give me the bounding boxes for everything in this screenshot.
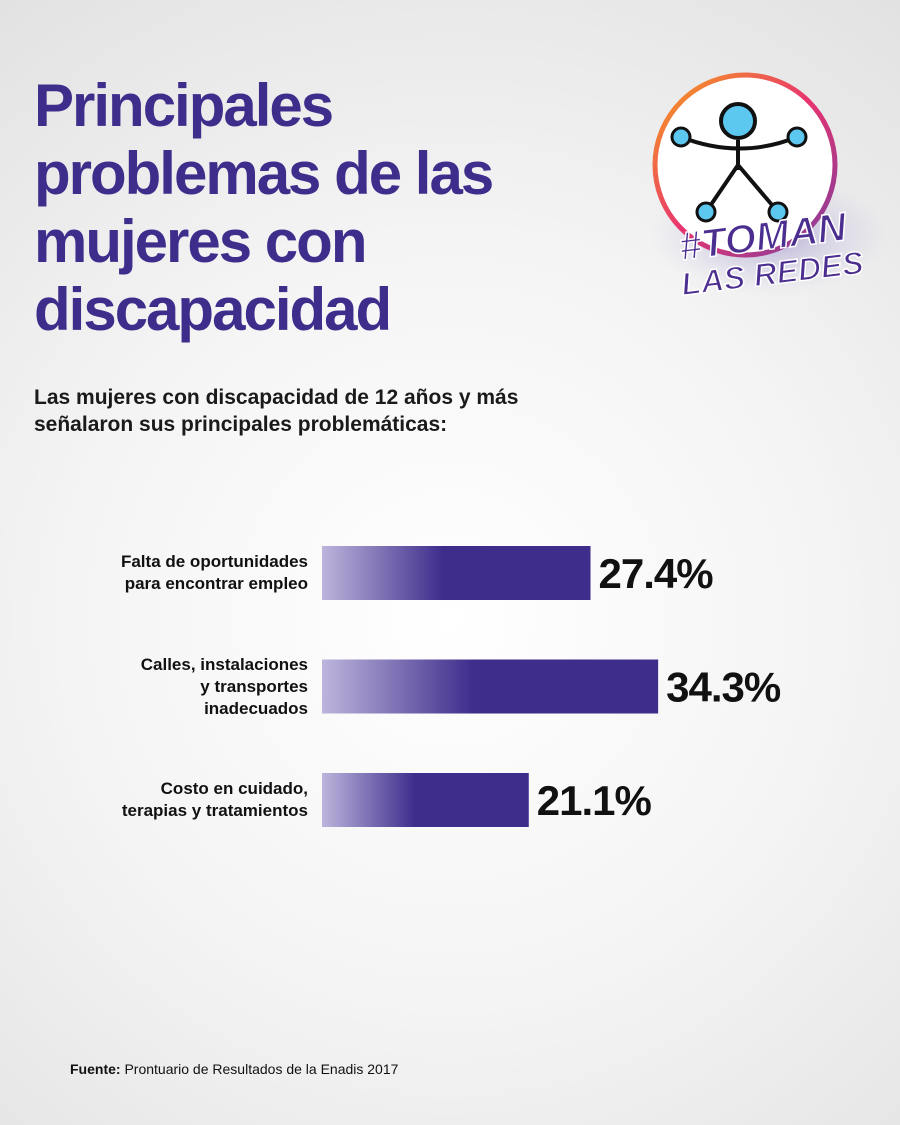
logo: #TOMAN LAS REDES: [650, 72, 890, 303]
bar: [322, 546, 591, 600]
value-label: 27.4%: [599, 550, 714, 597]
category-label: Calles, instalaciones y transportes inad…: [140, 654, 308, 718]
chart-subtitle: Las mujeres con discapacidad de 12 años …: [34, 386, 519, 436]
logo-head: [719, 102, 757, 140]
logo-hand: [786, 126, 808, 148]
category-label: Costo en cuidado, terapias y tratamiento…: [121, 779, 308, 820]
logo-foot: [767, 201, 789, 223]
logo-hand: [670, 126, 692, 148]
category-label: Falta de oportunidades para encontrar em…: [120, 552, 308, 593]
logo-figure: [680, 135, 798, 214]
bar: [322, 773, 529, 827]
logo-foot: [695, 201, 717, 223]
source: Fuente: Prontuario de Resultados de la E…: [70, 1061, 398, 1077]
bar: [322, 659, 659, 714]
value-label: 34.3%: [666, 664, 781, 711]
chart-title: Principales problemas de las mujeres con…: [34, 72, 494, 343]
source-text: Prontuario de Resultados de la Enadis 20…: [124, 1061, 399, 1077]
value-label: 21.1%: [537, 777, 652, 824]
source-label: Fuente:: [70, 1061, 121, 1077]
